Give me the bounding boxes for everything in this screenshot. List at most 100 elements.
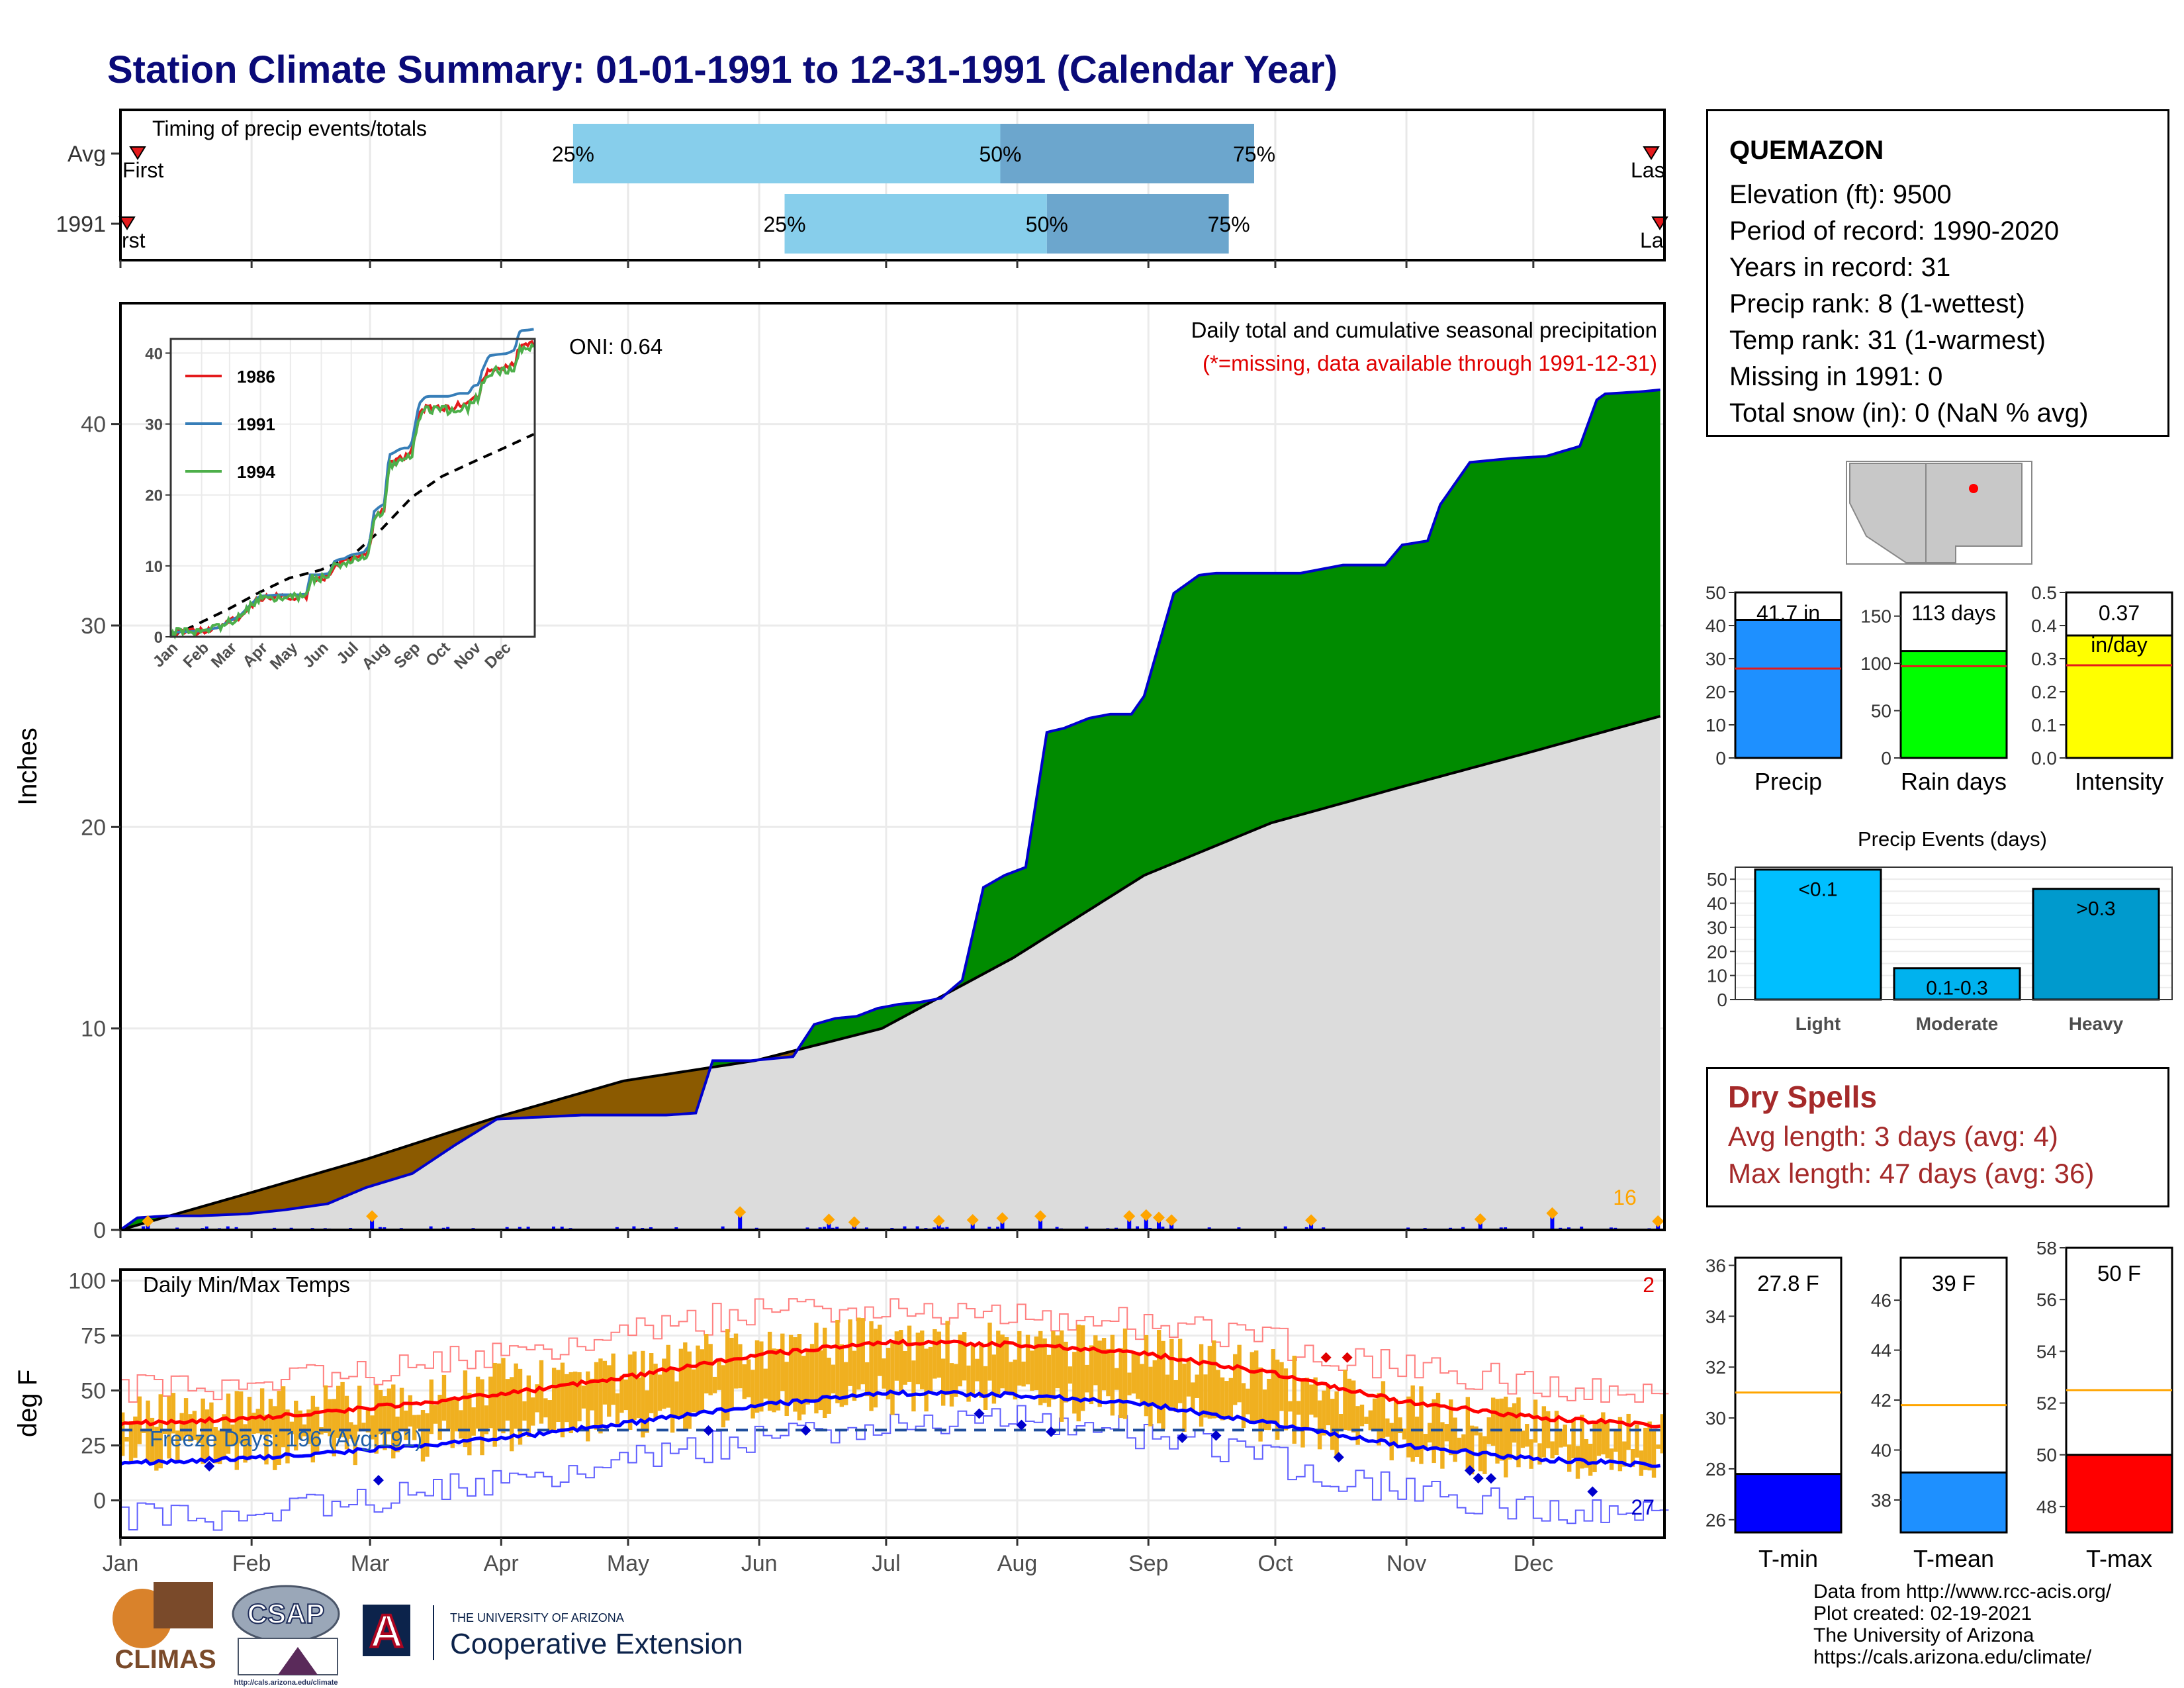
record-low-marker	[373, 1475, 384, 1486]
footer-line: The University of Arizona	[1813, 1624, 2034, 1646]
daily-temp-range-bar	[1508, 1407, 1512, 1460]
footer-line: https://cals.arizona.edu/climate/	[1813, 1646, 2092, 1668]
daily-temp-range-bar	[1262, 1389, 1267, 1430]
temp-bar-value-label: 39 F	[1932, 1271, 1976, 1295]
daily-temp-range-bar	[1030, 1350, 1034, 1391]
daily-temp-range-bar	[1647, 1421, 1652, 1471]
summary-bar-tick-label: 0.1	[2031, 715, 2057, 735]
daily-temp-range-bar	[192, 1411, 197, 1440]
timing-row-label: 1991	[56, 212, 106, 237]
daily-temp-range-bar	[1212, 1340, 1216, 1419]
daily-temp-range-bar	[788, 1335, 794, 1401]
daily-temp-range-bar	[226, 1393, 231, 1454]
temp-bar-tick-label: 36	[1706, 1256, 1726, 1276]
daily-temp-range-bar	[128, 1421, 134, 1462]
daily-temp-range-bar	[843, 1362, 848, 1405]
daily-temp-range-bar	[577, 1372, 582, 1422]
daily-temp-range-bar	[437, 1395, 442, 1440]
daily-temp-range-bar	[1228, 1378, 1234, 1421]
daily-temp-range-bar	[1076, 1325, 1081, 1422]
daily-temp-range-bar	[882, 1358, 886, 1389]
temp-bar-tick-label: 56	[2036, 1289, 2057, 1310]
footer-line: Plot created: 02-19-2021	[1813, 1603, 2032, 1624]
daily-temp-range-bar	[484, 1405, 489, 1434]
first-event-label: rst	[122, 228, 146, 252]
summary-bar-tick-label: 40	[1706, 616, 1726, 636]
daily-precip-bar	[1461, 1227, 1465, 1230]
temp-bar-tick-label: 58	[2036, 1238, 2057, 1258]
daily-temp-range-bar	[175, 1430, 180, 1462]
station-elevation: Elevation (ft): 9500	[1729, 180, 1952, 209]
station-precip-rank: Precip rank: 8 (1-wettest)	[1729, 289, 2025, 318]
daily-temp-range-bar	[1563, 1425, 1567, 1447]
footer-line: Data from http://www.rcc-acis.org/	[1813, 1581, 2112, 1603]
daily-temp-range-bar	[1233, 1354, 1238, 1405]
record-high-count: 2	[1643, 1273, 1655, 1297]
daily-temp-range-bar	[899, 1330, 903, 1391]
daily-temp-range-bar	[1055, 1335, 1060, 1389]
daily-temp-range-bar	[547, 1400, 552, 1434]
daily-temp-range-bar	[793, 1337, 797, 1412]
daily-temp-range-bar	[569, 1372, 573, 1434]
daily-temp-range-bar	[1013, 1359, 1018, 1400]
above-normal-area	[949, 389, 1661, 992]
daily-temp-range-bar	[289, 1421, 295, 1434]
daily-temp-range-bar	[234, 1391, 239, 1470]
daily-precip-bar	[1169, 1223, 1174, 1230]
daily-temp-range-bar	[962, 1332, 967, 1381]
station-period: Period of record: 1990-2020	[1729, 216, 2060, 246]
record-low-marker	[1333, 1452, 1344, 1463]
climas-logo-block	[154, 1582, 213, 1628]
daily-temp-range-bar	[1414, 1417, 1420, 1457]
daily-temp-range-bar	[496, 1363, 502, 1430]
heavy-event-marker	[1034, 1210, 1047, 1223]
daily-temp-range-bar	[751, 1370, 755, 1419]
daily-temp-range-bar	[1571, 1419, 1576, 1459]
inset-legend-label: 1986	[237, 367, 275, 387]
daily-temp-range-bar	[446, 1397, 451, 1429]
summary-bar-tick-label: 20	[1706, 682, 1726, 702]
heavy-event-marker	[1165, 1214, 1178, 1227]
daily-temp-range-bar	[725, 1329, 730, 1421]
daily-temp-range-bar	[924, 1348, 929, 1412]
daily-temp-range-bar	[306, 1409, 311, 1444]
daily-temp-range-bar	[518, 1368, 523, 1445]
daily-precip-bar	[205, 1226, 208, 1230]
temp-bar-value-label: 50 F	[2097, 1261, 2141, 1286]
daily-temp-range-bar	[501, 1358, 506, 1434]
first-event-marker	[118, 216, 136, 230]
heavy-event-count: 16	[1613, 1186, 1637, 1209]
month-tick-label: Dec	[1514, 1551, 1553, 1576]
daily-temp-range-bar	[370, 1415, 375, 1440]
daily-temp-range-bar	[1605, 1421, 1610, 1459]
daily-temp-range-bar	[378, 1390, 383, 1434]
daily-precip-bar	[234, 1227, 238, 1230]
temp-bar-value-label: 27.8 F	[1757, 1271, 1819, 1295]
precip-events-tick-label: 40	[1707, 894, 1727, 914]
daily-temp-range-bar	[1596, 1419, 1602, 1456]
precip-events-bar	[1893, 967, 2021, 1001]
daily-temp-range-bar	[171, 1393, 176, 1434]
timing-row-label: Avg	[68, 142, 106, 167]
daily-temp-range-bar	[205, 1409, 210, 1461]
average-max-line	[120, 1338, 1661, 1429]
daily-temp-range-bar	[374, 1384, 379, 1454]
record-low-marker	[800, 1425, 811, 1436]
daily-precip-bar	[1156, 1220, 1161, 1230]
daily-temp-range-bar	[1444, 1424, 1449, 1442]
daily-precip-bar	[1478, 1221, 1482, 1230]
daily-precip-bar	[1085, 1227, 1089, 1230]
footer-credits: Data from http://www.rcc-acis.org/ Plot …	[1813, 1581, 2111, 1668]
normal-cumulative-area	[120, 716, 1661, 1230]
timing-p25-label: 25%	[552, 142, 594, 166]
daily-precip-bar	[996, 1227, 1000, 1230]
daily-temp-range-bar	[1449, 1399, 1453, 1456]
daily-temp-range-bar	[467, 1392, 472, 1456]
daily-temp-range-bar	[1512, 1403, 1517, 1443]
daily-temp-range-bar	[1118, 1348, 1123, 1419]
temp-bar-tick-label: 50	[2036, 1445, 2057, 1466]
precip-events-tick-label: 10	[1707, 966, 1727, 986]
daily-temp-range-bar	[243, 1424, 248, 1463]
daily-temp-range-bar	[230, 1425, 235, 1445]
